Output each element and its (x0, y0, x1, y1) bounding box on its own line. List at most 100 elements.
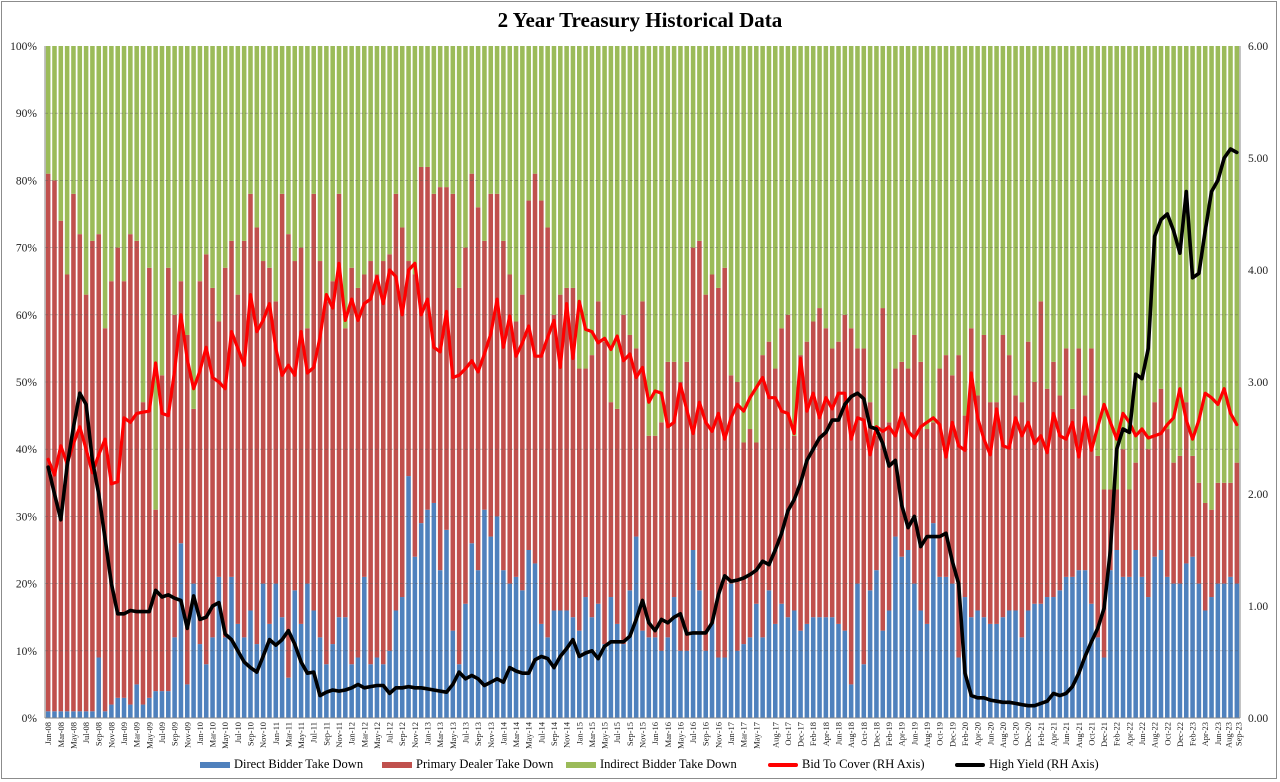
bar-indirect (570, 46, 576, 288)
bar-indirect (311, 46, 316, 194)
bar-direct (1228, 576, 1233, 718)
bar-direct (1082, 570, 1088, 718)
x-tick-label: Aug-23 (1224, 722, 1234, 748)
bar-primary-dealer (722, 267, 727, 658)
bar-indirect (1120, 46, 1126, 450)
x-tick-label: Jul-09 (157, 722, 167, 743)
bar-direct (1070, 576, 1075, 718)
legend-item-direct: Direct Bidder Take Down (200, 757, 363, 772)
bar-indirect (128, 46, 133, 235)
bar-direct (1183, 563, 1189, 718)
bar-direct (380, 664, 386, 718)
bar-primary-dealer (1025, 341, 1031, 611)
bar-primary-dealer (311, 193, 316, 611)
bar-indirect (886, 46, 892, 423)
bar-direct (671, 597, 677, 718)
bar-indirect (836, 46, 841, 342)
x-tick-label: Sep-23 (1234, 722, 1244, 746)
y-tick-label-left: 60% (16, 310, 38, 322)
bar-indirect (109, 46, 114, 282)
x-tick-label: Aug-18 (846, 722, 856, 748)
bar-indirect (848, 46, 854, 329)
bar-primary-dealer (665, 361, 671, 638)
bar-indirect (52, 46, 57, 181)
y-tick-label-right: 1.00 (1248, 601, 1268, 613)
bar-indirect (45, 46, 51, 174)
bar-indirect (760, 46, 765, 356)
x-tick-label: Aug-17 (770, 722, 780, 748)
bar-indirect (633, 46, 639, 349)
bar-indirect (235, 46, 241, 295)
bar-indirect (349, 46, 354, 268)
bar-indirect (1202, 46, 1208, 503)
bar-primary-dealer (1139, 429, 1145, 577)
bar-primary-dealer (1101, 489, 1107, 658)
bar-direct (659, 650, 664, 718)
bar-indirect (583, 46, 588, 369)
bar-indirect (1108, 46, 1113, 490)
bar-primary-dealer (886, 422, 892, 611)
bar-primary-dealer (1127, 489, 1132, 577)
bar-primary-dealer (1019, 402, 1025, 638)
bar-indirect (671, 46, 677, 362)
bar-direct (229, 576, 234, 718)
bar-indirect (987, 46, 993, 403)
x-tick-label: Mar-16 (663, 722, 673, 747)
bar-primary-dealer (810, 321, 816, 618)
bar-direct (532, 563, 538, 718)
y-tick-label-left: 100% (10, 41, 37, 53)
bar-primary-dealer (1165, 429, 1170, 577)
bar-indirect (564, 46, 569, 288)
bar-direct (709, 623, 715, 718)
bar-indirect (260, 46, 266, 262)
bar-indirect (621, 46, 626, 315)
bar-indirect (646, 46, 652, 436)
bar-direct (368, 664, 373, 718)
bar-direct (425, 509, 430, 718)
bar-indirect (520, 46, 525, 295)
bar-indirect (943, 46, 949, 356)
x-tick-label: Jan-15 (574, 722, 584, 745)
bar-indirect (399, 46, 405, 228)
x-tick-label: Mar-13 (435, 722, 445, 747)
bar-primary-dealer (64, 274, 70, 712)
bar-primary-dealer (703, 294, 708, 651)
x-tick-label: Apr-20 (973, 722, 983, 746)
bar-indirect (1234, 46, 1240, 463)
bar-indirect (532, 46, 538, 174)
bar-primary-dealer (899, 361, 905, 557)
bar-primary-dealer (867, 402, 873, 591)
bar-indirect (551, 46, 557, 315)
bar-indirect (577, 46, 582, 369)
bar-primary-dealer (690, 247, 696, 550)
bar-primary-dealer (362, 274, 367, 577)
bar-indirect (513, 46, 519, 322)
bar-indirect (203, 46, 209, 255)
bar-direct (374, 657, 380, 718)
bar-indirect (678, 46, 683, 382)
x-tick-label: Jan-17 (726, 722, 736, 745)
bar-primary-dealer (469, 173, 475, 544)
x-tick-label: Dec-20 (1023, 722, 1033, 747)
bar-indirect (418, 46, 424, 167)
bar-direct (880, 630, 886, 718)
bar-indirect (463, 46, 468, 248)
bar-primary-dealer (128, 234, 133, 705)
bar-primary-dealer (842, 314, 848, 631)
bar-indirect (1209, 46, 1214, 510)
bar-primary-dealer (463, 247, 468, 604)
legend-label: High Yield (RH Axis) (989, 757, 1099, 771)
x-tick-label: Nov-10 (258, 722, 268, 748)
bar-direct (760, 637, 765, 718)
bar-indirect (184, 46, 190, 335)
x-tick-label: May-15 (600, 722, 610, 749)
bar-primary-dealer (697, 240, 702, 591)
bar-direct (716, 657, 721, 718)
x-tick-label: Aug-21 (1074, 722, 1084, 748)
bar-primary-dealer (969, 328, 974, 618)
bar-indirect (159, 46, 165, 376)
bar-primary-dealer (716, 287, 721, 658)
x-tick-label: May-17 (751, 722, 761, 749)
bar-indirect (178, 46, 184, 282)
bar-direct (140, 704, 146, 718)
